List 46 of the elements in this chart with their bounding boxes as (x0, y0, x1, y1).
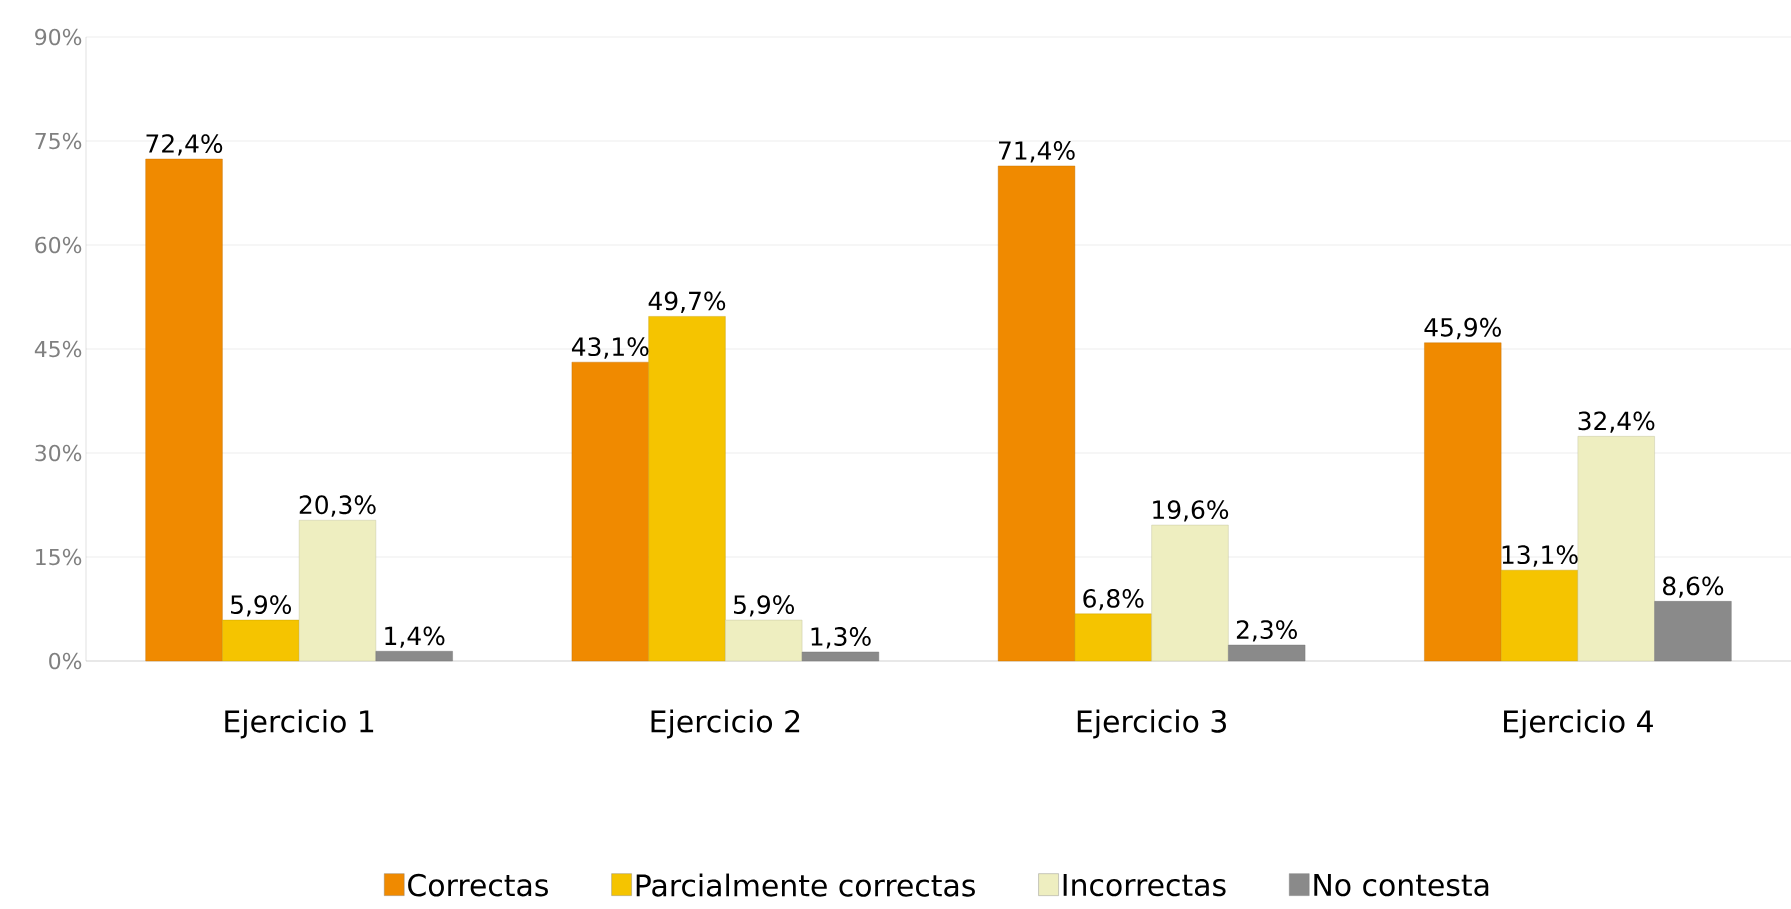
bar (571, 361, 649, 662)
bar (1151, 524, 1229, 662)
data-label: 1,3% (811, 627, 871, 649)
data-label: 2,3% (1236, 620, 1297, 642)
data-label: 5,9% (231, 595, 292, 617)
bar (1424, 342, 1502, 662)
bar (1577, 436, 1655, 662)
data-label: 6,8% (1083, 588, 1144, 611)
y-tick-label: 60% (35, 236, 82, 254)
bar (145, 158, 223, 662)
y-tick-label: 15% (36, 548, 82, 566)
bar (1074, 613, 1152, 662)
data-label: 13,1% (1502, 545, 1578, 567)
y-tick-label: 90% (35, 28, 82, 46)
x-tick-label: Ejercicio 2 (651, 709, 800, 739)
data-label: 1,4% (385, 626, 445, 648)
data-label: 5,9% (734, 595, 794, 617)
bar (725, 619, 803, 662)
y-tick-label: 75% (35, 132, 82, 150)
bar (298, 520, 377, 662)
data-label: 45,9% (1424, 317, 1501, 340)
data-label: 8,6% (1663, 576, 1724, 598)
bar (375, 651, 453, 662)
bar (648, 316, 726, 662)
bar (997, 165, 1076, 662)
legend-label: Parcialmente correctas (636, 873, 975, 897)
y-tick-label: 45% (34, 340, 82, 358)
data-label: 32,4% (1578, 411, 1655, 433)
data-label: 19,6% (1153, 500, 1229, 522)
x-tick-label: Ejercicio 1 (225, 709, 374, 739)
legend-label: Correctas (408, 873, 548, 897)
bar (1654, 601, 1732, 662)
bar (1500, 569, 1579, 662)
y-tick-label: 30% (35, 444, 82, 462)
data-label: 72,4% (146, 134, 223, 156)
legend-label: Incorrectas (1063, 873, 1226, 897)
bar (1228, 644, 1306, 662)
data-label: 20,3% (299, 495, 376, 517)
bar (801, 651, 880, 662)
x-tick-label: Ejercicio 4 (1504, 709, 1653, 739)
data-label: 71,4% (999, 141, 1075, 163)
x-tick-label: Ejercicio 3 (1077, 709, 1226, 739)
bar (222, 619, 300, 662)
y-tick-label: 0% (49, 652, 82, 670)
legend-label: No contesta (1314, 873, 1489, 897)
data-label: 49,7% (648, 291, 726, 313)
